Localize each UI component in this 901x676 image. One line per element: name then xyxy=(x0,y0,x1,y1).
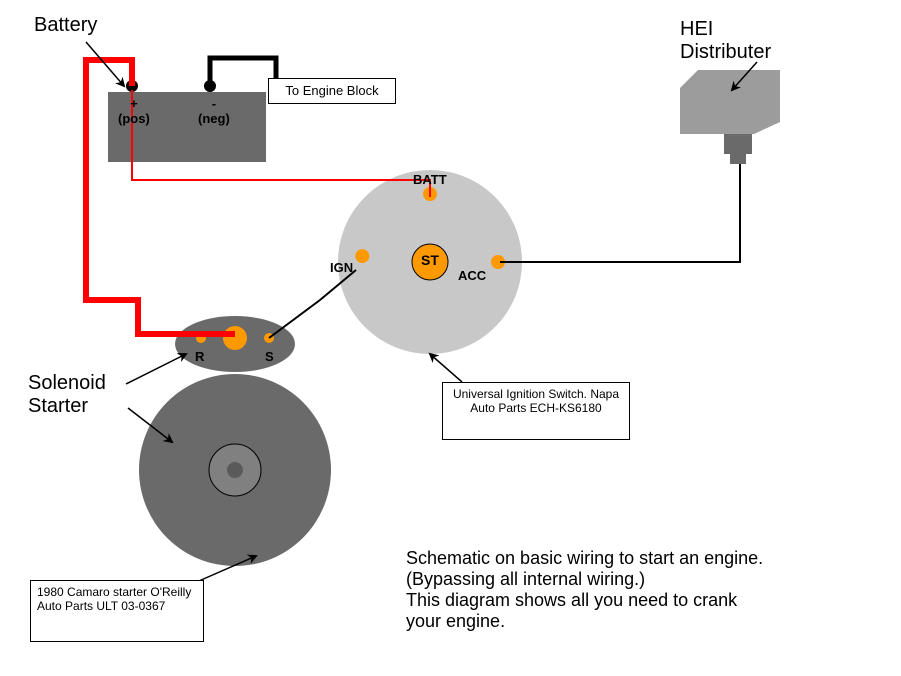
battery-neg-label: - (neg) xyxy=(198,96,230,126)
hei-tip xyxy=(730,154,746,164)
battery-label: Battery xyxy=(34,14,97,37)
arrow-battery xyxy=(86,42,124,86)
wire-black_neg_to_block xyxy=(210,58,276,90)
starter-motor-hole xyxy=(227,462,243,478)
wire-black_acc_to_hei xyxy=(500,164,740,262)
ign-ign-terminal xyxy=(355,249,369,263)
hei-stem xyxy=(724,134,752,154)
ign-st-label: ST xyxy=(421,252,439,268)
solenoid-r-label: R xyxy=(195,349,204,364)
arrow-solenoid xyxy=(126,354,186,384)
ign-ign-label: IGN xyxy=(330,260,353,275)
starter-note-box: 1980 Camaro starter O'Reilly Auto Parts … xyxy=(30,580,204,642)
arrow-ign_note xyxy=(430,354,462,382)
battery-pos-label: + (pos) xyxy=(118,96,150,126)
diagram-stage: Battery HEI Distributer Solenoid Starter… xyxy=(0,0,901,676)
engine-block-box: To Engine Block xyxy=(268,78,396,104)
solenoid-center-post xyxy=(223,326,247,350)
ign-acc-label: ACC xyxy=(458,268,486,283)
hei-label: HEI Distributer xyxy=(680,18,771,64)
ign-batt-label: BATT xyxy=(413,172,447,187)
solenoid-s-label: S xyxy=(265,349,274,364)
hei-body xyxy=(680,70,780,134)
wire-black_s_to_ign xyxy=(269,270,356,338)
ignition-note-box: Universal Ignition Switch. Napa Auto Par… xyxy=(442,382,630,440)
solenoid-starter-label: Solenoid Starter xyxy=(28,372,106,418)
caption: Schematic on basic wiring to start an en… xyxy=(406,548,763,632)
